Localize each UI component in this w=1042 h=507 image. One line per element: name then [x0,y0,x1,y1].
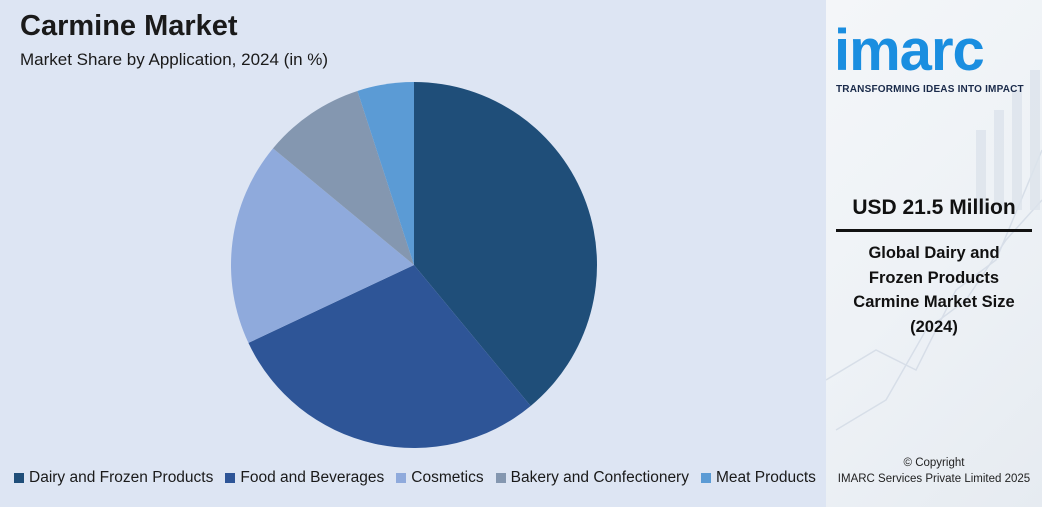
legend-item: Bakery and Confectionery [495,469,689,487]
legend-swatch [700,473,711,483]
pie-slice [272,90,414,265]
market-size-value: USD 21.5 Million [852,196,1016,219]
copyright-line: © Copyright [903,457,965,469]
legend-item: Food and Beverages [225,469,384,487]
market-size-label: Global Dairy and Frozen Products Carmine… [826,241,1042,339]
market-size-label-line: Global Dairy and [868,244,1000,262]
legend-label: Food and Beverages [240,469,385,486]
brand-tagline: TRANSFORMING IDEAS INTO IMPACT [836,84,1024,95]
chart-title: Carmine Market [20,10,238,42]
background-graph-decoration [826,70,1042,431]
info-panel: imarc TRANSFORMING IDEAS INTO IMPACT USD… [826,0,1042,507]
copyright-notice: © Copyright IMARC Services Private Limit… [826,455,1042,487]
legend-item: Cosmetics [396,469,484,487]
legend-label: Meat Products [715,469,816,486]
legend-item: Dairy and Frozen Products [14,469,213,487]
copyright-line: IMARC Services Private Limited 2025 [837,473,1031,485]
chart-legend: Dairy and Frozen Products Food and Bever… [14,469,816,487]
pie-slice [414,82,598,407]
pie-slice [231,148,414,343]
imarc-logo: imarc [834,18,985,83]
legend-swatch [495,473,506,483]
market-size-label-line: Carmine Market Size [853,293,1015,311]
market-size-label-line: (2024) [910,317,958,336]
legend-swatch [396,473,407,483]
market-size-label-line: Frozen Products [868,268,1000,287]
legend-label: Cosmetics [411,469,484,486]
legend-swatch [225,473,236,483]
pie-slice [357,82,414,265]
pie-chart [231,82,598,449]
chart-panel: Carmine Market Market Share by Applicati… [0,0,826,507]
legend-swatch [14,473,24,483]
legend-label: Bakery and Confectionery [510,469,689,486]
divider [836,229,1032,232]
legend-item: Meat Products [700,469,816,487]
legend-label: Dairy and Frozen Products [29,469,214,486]
pie-slice [248,265,531,449]
chart-subtitle: Market Share by Application, 2024 (in %) [20,50,329,69]
